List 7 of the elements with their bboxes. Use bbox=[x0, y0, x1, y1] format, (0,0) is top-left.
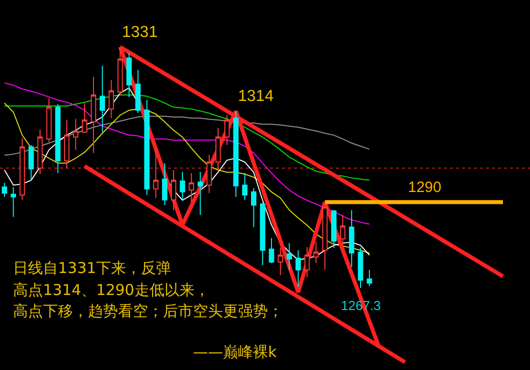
text: 高点下移，趋势看空；后市空头更强势； bbox=[13, 302, 283, 320]
series-label: 1290 bbox=[408, 179, 442, 196]
text: ——巅峰裸k bbox=[193, 343, 277, 361]
annotation: 日线自1331下来，反弹 bbox=[13, 259, 172, 277]
data-label: 1331 bbox=[122, 24, 158, 41]
data-label: 1314 bbox=[238, 88, 274, 105]
annotation: 高点1314、1290走低以来， bbox=[13, 281, 210, 299]
